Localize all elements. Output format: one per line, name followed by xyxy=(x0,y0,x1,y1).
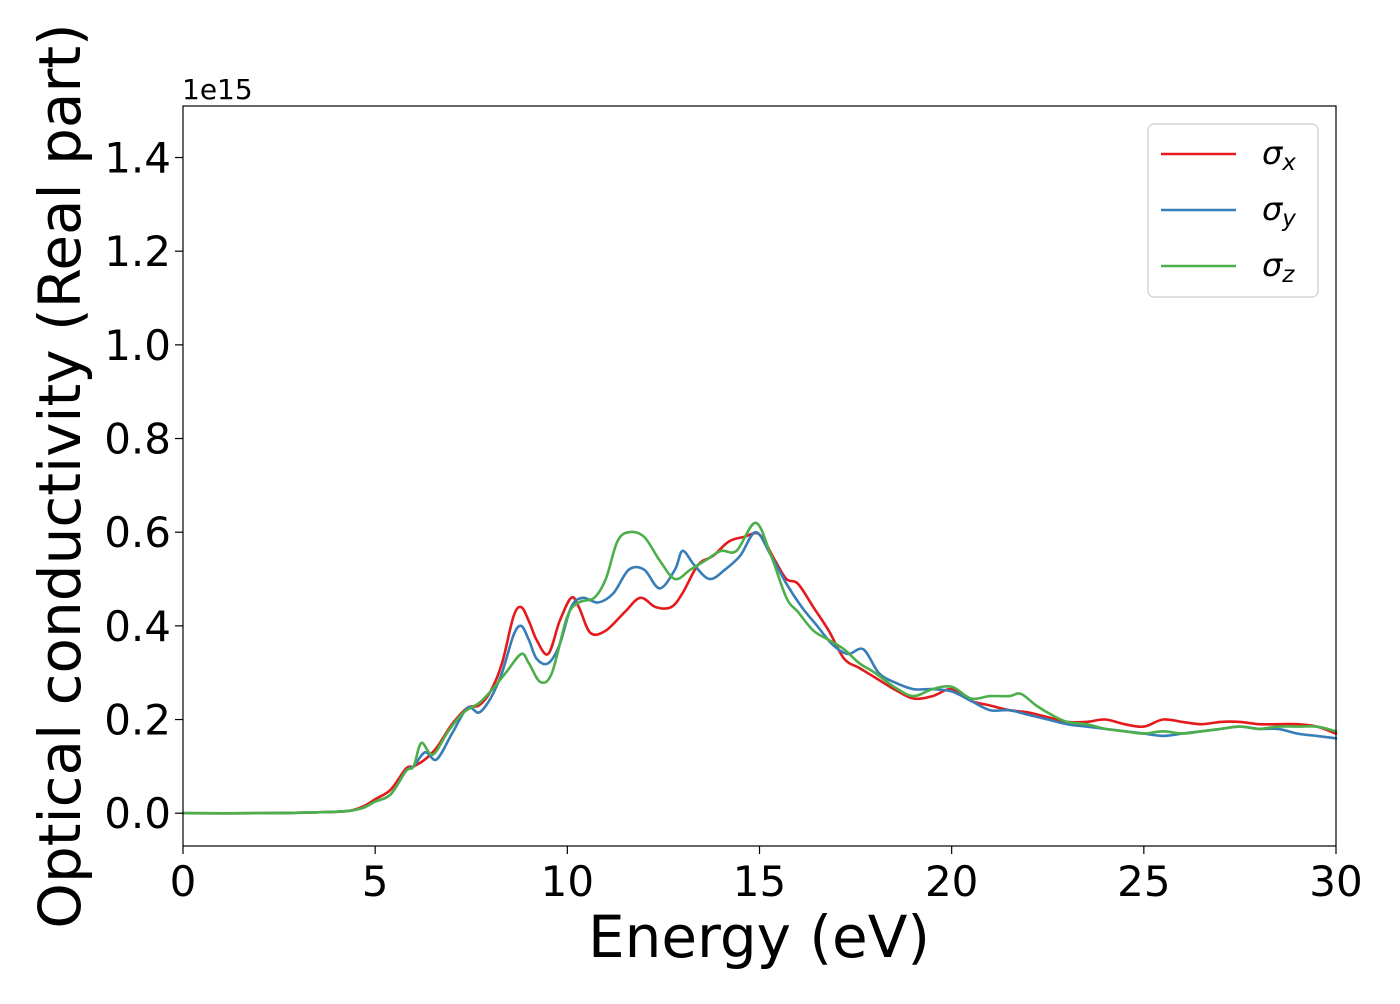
legend-label-y: σy xyxy=(1262,190,1296,232)
x-tick-label: 10 xyxy=(541,857,594,906)
y-tick-label: 1.2 xyxy=(104,227,171,276)
series-line-y xyxy=(181,530,1338,815)
x-tick-label: 25 xyxy=(1117,857,1170,906)
y-tick-label: 0.6 xyxy=(104,508,171,557)
plot-lines xyxy=(181,521,1338,815)
x-tick-label: 0 xyxy=(170,857,197,906)
y-axis: 0.0 0.2 0.4 0.6 0.8 1.0 1.2 1.4 xyxy=(104,134,183,838)
y-axis-label: Optical conductivity (Real part) xyxy=(26,23,94,928)
y-tick-label: 0.8 xyxy=(104,415,171,464)
y-tick-label: 0.0 xyxy=(104,789,171,838)
series-line-z xyxy=(181,521,1338,815)
x-tick-label: 20 xyxy=(925,857,978,906)
x-tick-label: 5 xyxy=(362,857,389,906)
x-tick-label: 30 xyxy=(1309,857,1362,906)
y-tick-label: 0.2 xyxy=(104,696,171,745)
legend-label-x: σx xyxy=(1262,134,1296,176)
series-line-x xyxy=(181,531,1338,815)
x-tick-label: 15 xyxy=(733,857,786,906)
y-offset-label: 1e15 xyxy=(182,73,253,106)
legend: σx σy σz xyxy=(1147,123,1319,298)
legend-label-z: σz xyxy=(1262,246,1295,288)
x-axis: 0 5 10 15 20 25 30 xyxy=(170,846,1363,906)
y-tick-label: 0.4 xyxy=(104,602,171,651)
y-tick-label: 1.4 xyxy=(104,134,171,183)
x-axis-label: Energy (eV) xyxy=(588,903,930,971)
y-tick-label: 1.0 xyxy=(104,321,171,370)
